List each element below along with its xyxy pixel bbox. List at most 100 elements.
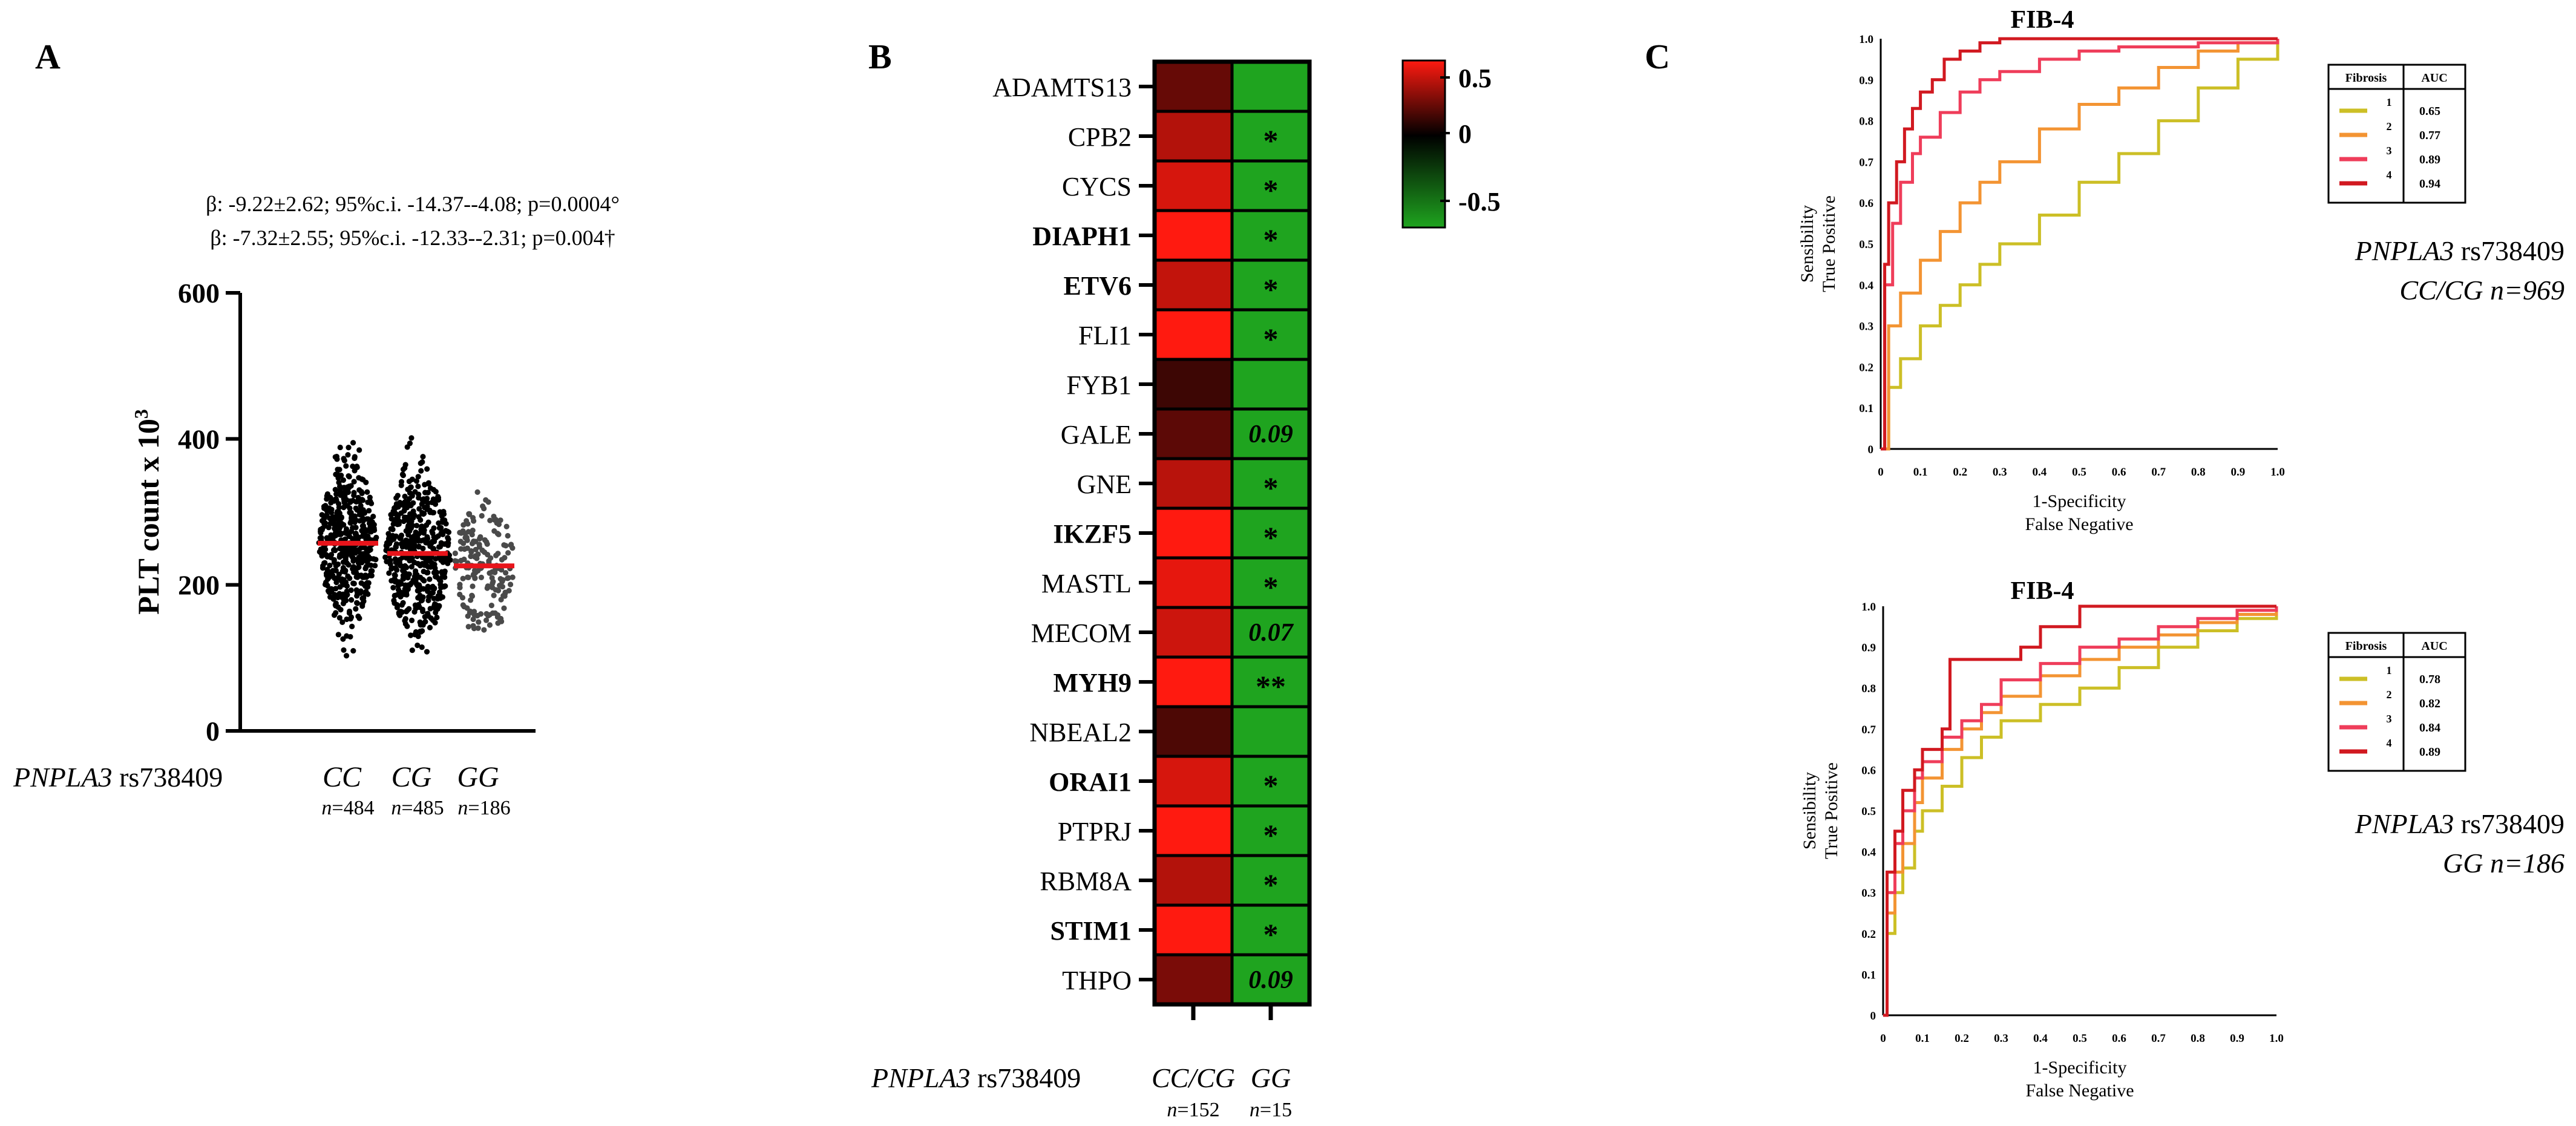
panel-a-dot — [436, 603, 442, 610]
heatmap-gene-label: PTPRJ — [1058, 817, 1132, 846]
panel-label-a: A — [35, 37, 61, 76]
panel-a-dot — [352, 531, 359, 537]
panel-a-dot — [402, 465, 408, 471]
panel-a-dot — [491, 517, 498, 523]
panel-a-dot — [349, 515, 355, 521]
panel-a-dot — [436, 577, 442, 583]
heatmap-annotation: * — [1263, 272, 1279, 306]
heatmap-gene-label: FLI1 — [1078, 321, 1132, 350]
heatmap-cell-cc-cg — [1153, 407, 1234, 460]
roc-ytick-label: 0.5 — [1861, 805, 1876, 818]
roc-ytick-label: 0.6 — [1861, 764, 1876, 777]
panel-a-dot — [345, 452, 351, 458]
roc-xtick-label: 0.9 — [2231, 466, 2246, 479]
panel-a-dot — [487, 622, 493, 628]
panel-a-dot — [362, 583, 369, 589]
panel-a-dot — [415, 474, 421, 480]
panel-a-dot — [361, 595, 367, 601]
panel-a-dot — [359, 490, 365, 496]
heatmap-annotation: * — [1263, 322, 1279, 356]
panel-a-dot — [479, 547, 485, 554]
panel-a-dot — [418, 460, 424, 466]
heatmap-cell-cc-cg — [1153, 804, 1234, 857]
panel-a-dot — [469, 592, 475, 598]
heatmap-annotation: * — [1263, 768, 1279, 802]
panel-a-dot — [487, 517, 493, 523]
panel-a-dot — [406, 606, 412, 612]
panel-a-dot — [434, 614, 440, 621]
panel-a-dot — [347, 633, 353, 640]
panel-a-dot — [408, 632, 414, 638]
roc-ytick-label: 0.2 — [1861, 928, 1876, 941]
panel-a-dot — [367, 572, 373, 578]
heatmap-cell-cc-cg — [1153, 705, 1234, 758]
panel-a-dot — [499, 557, 505, 563]
panel-a-dot — [319, 518, 326, 524]
panel-a-dot — [395, 583, 401, 589]
roc-chart-bottom: 00 0.1 0.1 0.2 0.2 0.3 0.3 0.4 0.4 0.5 0.5 0.6 0.6 0.… — [1800, 601, 2466, 1101]
roc-legend-auc-value: 0.65 — [2419, 105, 2440, 118]
panel-a-dot — [330, 535, 336, 542]
panel-a-dot — [362, 565, 369, 572]
panel-a-dot — [349, 623, 355, 629]
panel-a-dot — [362, 572, 369, 578]
panel-a-dot — [388, 516, 395, 522]
panel-a-dot — [336, 615, 342, 621]
panel-a-dot — [401, 572, 407, 578]
panel-a-dot — [459, 595, 466, 601]
panel-a-category-label: GG — [457, 761, 499, 793]
panel-a-dot — [411, 532, 418, 539]
roc-chart-top: 00 0.1 0.1 0.2 0.2 0.3 0.3 0.4 0.4 0.5 0.5 0.6 0.6 0.… — [1797, 33, 2466, 534]
panel-a-dot — [398, 479, 405, 485]
panel-a-dot — [356, 475, 362, 481]
stat-line-1: β: -9.22±2.62; 95%c.i. -14.37--4.08; p=0… — [206, 192, 620, 216]
roc-ytick-label: 0 — [1870, 1010, 1876, 1023]
roc-legend-fibrosis-label: 4 — [2387, 169, 2392, 181]
panel-a-dot — [342, 568, 349, 574]
panel-a-dot — [346, 444, 352, 451]
roc-legend-auc-value: 0.94 — [2419, 177, 2440, 191]
panel-a-dot — [344, 616, 350, 623]
panel-a-ytick-label: 400 — [178, 424, 220, 454]
panel-a-dot — [349, 528, 355, 534]
panel-a-dot — [331, 546, 338, 552]
heatmap-annotation: * — [1263, 123, 1279, 157]
panel-a-dot — [477, 535, 483, 542]
panel-a-dot — [336, 531, 342, 537]
panel-a-ytick-label: 0 — [206, 716, 220, 747]
panel-a-dot — [332, 592, 338, 598]
panel-a-dot — [335, 632, 341, 638]
panel-a-dot — [402, 618, 408, 624]
heatmap-column-n: n=152 — [1167, 1099, 1219, 1121]
roc-legend-auc-value: 0.78 — [2419, 673, 2440, 686]
roc-xtick-label: 0.3 — [1993, 466, 2007, 479]
roc-xlabel-line1: 1-Specificity — [2033, 1058, 2127, 1078]
panel-a-dot — [341, 522, 347, 528]
panel-a-ytick-label: 200 — [178, 570, 220, 601]
panel-a-dot — [394, 512, 400, 518]
panel-a-dot — [478, 574, 485, 581]
panel-a-dot — [327, 594, 333, 600]
panel-a-dot — [390, 532, 396, 538]
panel-a-dot — [370, 513, 376, 520]
panel-a-dot — [352, 455, 358, 461]
panel-a-dot — [470, 572, 476, 578]
panel-a-n-value: =186 — [468, 797, 510, 819]
panel-a-dot — [348, 509, 354, 516]
panel-a-dot — [468, 549, 474, 555]
panel-a-dot — [416, 514, 422, 520]
panel-a-dot — [317, 535, 323, 541]
panel-a-dot — [401, 514, 408, 520]
panel-a-dot — [402, 563, 408, 569]
panel-a-dot — [327, 494, 333, 500]
panel-a-dot — [483, 497, 489, 503]
heatmap-cell-cc-cg — [1153, 556, 1234, 609]
panel-a-dot — [327, 562, 333, 569]
panel-a-dot — [441, 508, 447, 515]
panel-a-dot — [461, 556, 467, 563]
panel-a-dot — [354, 600, 360, 606]
panel-a-dot — [319, 512, 325, 518]
panel-a-dot — [420, 454, 426, 460]
panel-a-dot — [351, 547, 357, 553]
panel-a-dot — [427, 576, 433, 582]
